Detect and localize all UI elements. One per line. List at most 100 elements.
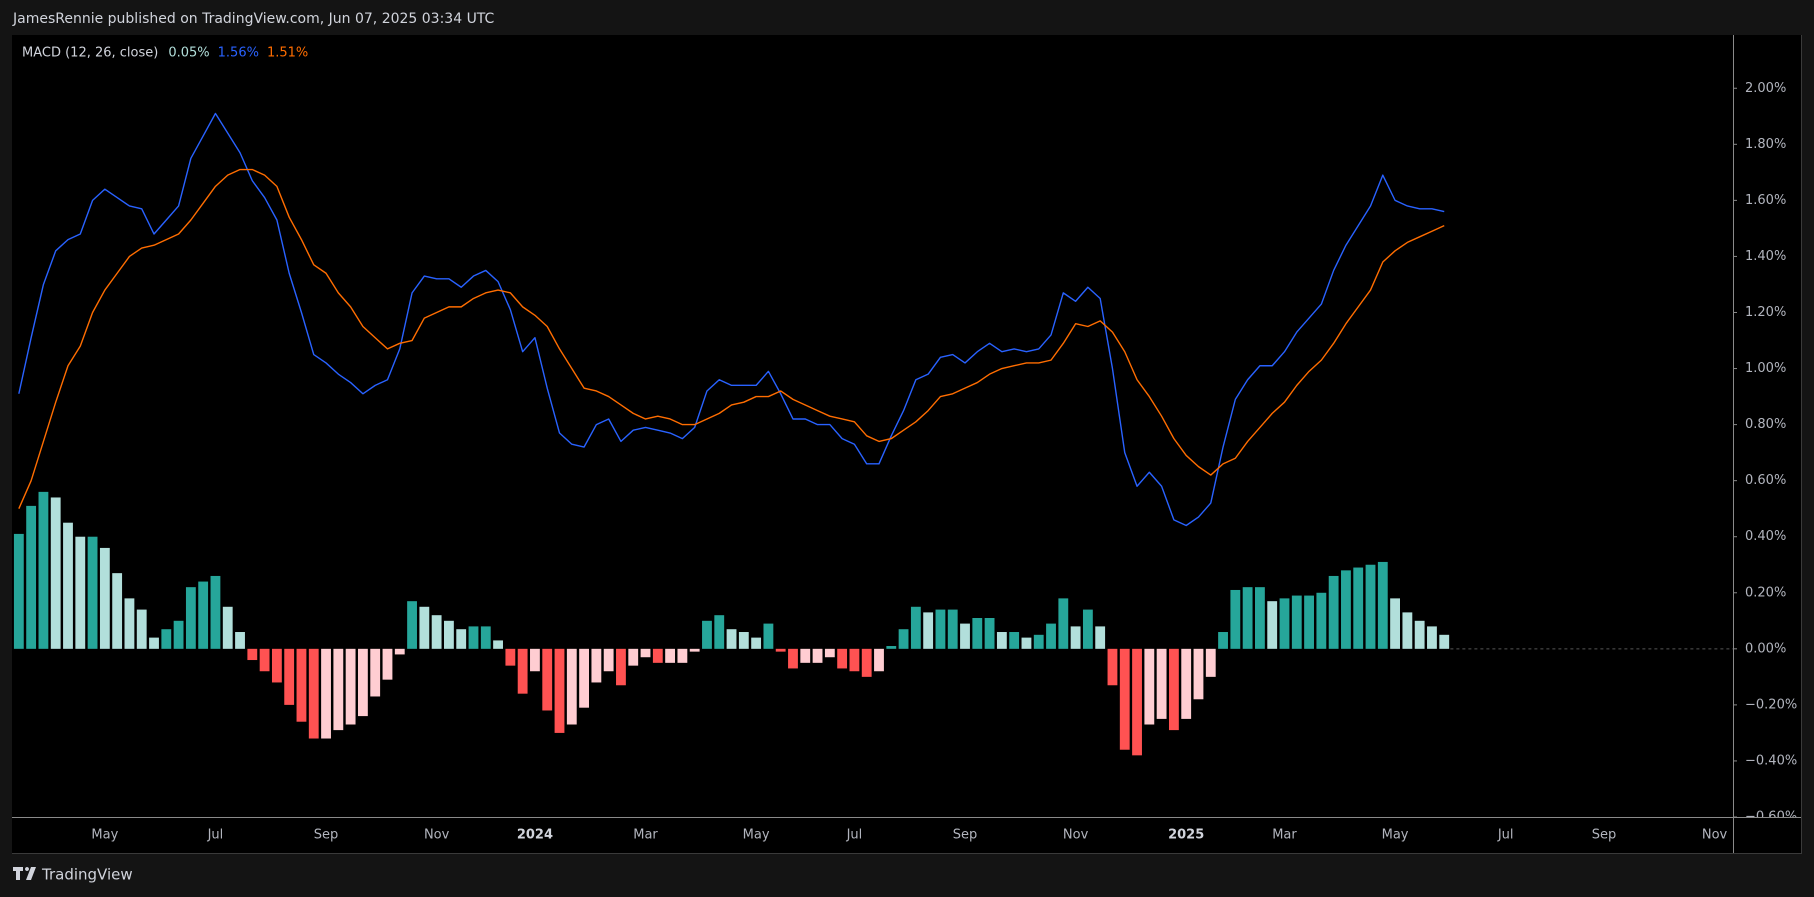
- histogram-bar: [689, 648, 700, 652]
- y-tick-label: 0.20%: [1745, 585, 1786, 600]
- histogram-bar: [1132, 648, 1142, 756]
- histogram-bar: [333, 648, 344, 731]
- histogram-bar: [75, 536, 86, 649]
- x-tick-label: Nov: [1063, 828, 1089, 843]
- histogram-bar: [517, 648, 528, 694]
- y-tick-label: −0.20%: [1745, 697, 1797, 712]
- histogram-bar: [1291, 595, 1302, 649]
- y-tick-label: 1.80%: [1745, 137, 1786, 152]
- chart-area: [12, 35, 1802, 853]
- histogram-bar: [468, 626, 479, 649]
- y-tick-label: 0.80%: [1745, 417, 1786, 432]
- histogram-bar: [603, 648, 614, 672]
- histogram-bar: [1046, 623, 1056, 649]
- histogram-bar: [247, 648, 258, 661]
- histogram-bar: [259, 648, 270, 672]
- histogram-bar: [726, 629, 737, 649]
- histogram-bar: [1181, 648, 1192, 719]
- histogram-bar: [1267, 601, 1278, 649]
- histogram-bar: [419, 606, 430, 649]
- legend-value: 0.05%: [168, 46, 209, 61]
- histogram-bar: [1021, 637, 1032, 649]
- y-tick-label: 0.40%: [1745, 529, 1786, 544]
- histogram-bar: [935, 609, 946, 649]
- histogram-bar: [87, 536, 98, 649]
- histogram-bar: [1070, 626, 1081, 649]
- histogram-bar: [13, 533, 24, 649]
- histogram-bar: [640, 648, 651, 658]
- histogram: [13, 491, 1450, 756]
- histogram-bar: [394, 648, 405, 655]
- x-tick-label: Nov: [1702, 828, 1728, 843]
- histogram-bar: [677, 648, 688, 663]
- histogram-bar: [345, 648, 356, 725]
- histogram-bar: [1304, 595, 1314, 649]
- logo: [13, 867, 36, 880]
- x-tick-label: Jul: [846, 828, 863, 843]
- histogram-bar: [321, 648, 331, 739]
- histogram-bar: [38, 491, 49, 649]
- histogram-bar: [1353, 567, 1364, 649]
- histogram-bar: [185, 587, 196, 649]
- histogram-bar: [480, 626, 491, 649]
- x-tick-label: Mar: [633, 828, 658, 843]
- y-tick-label: 1.40%: [1745, 249, 1786, 264]
- histogram-bar: [1082, 609, 1093, 649]
- histogram-bar: [775, 648, 786, 652]
- histogram-bar: [271, 648, 282, 683]
- histogram-bar: [554, 648, 565, 733]
- x-tick-label: Sep: [1592, 828, 1617, 843]
- histogram-bar: [824, 648, 835, 658]
- histogram-bar: [308, 648, 319, 739]
- histogram-bar: [63, 522, 73, 649]
- histogram-bar: [357, 648, 368, 717]
- histogram-bar: [910, 606, 921, 649]
- x-tick-label: May: [91, 828, 118, 843]
- histogram-bar: [800, 648, 811, 663]
- histogram-bar: [1439, 634, 1450, 649]
- histogram-bar: [849, 648, 860, 672]
- histogram-bar: [112, 573, 123, 649]
- histogram-bar: [579, 648, 590, 708]
- histogram-bar: [1218, 632, 1228, 649]
- histogram-bar: [972, 617, 983, 649]
- histogram-bar: [235, 632, 245, 649]
- histogram-bar: [505, 648, 516, 666]
- histogram-bar: [1427, 626, 1437, 649]
- x-tick-label: Mar: [1272, 828, 1297, 843]
- histogram-bar: [198, 581, 209, 649]
- histogram-bar: [837, 648, 848, 669]
- y-tick-label: 1.60%: [1745, 193, 1786, 208]
- y-tick-label: 1.20%: [1745, 305, 1786, 320]
- histogram-bar: [431, 615, 442, 649]
- histogram-bar: [1255, 587, 1265, 649]
- histogram-bar: [493, 640, 503, 649]
- histogram-bar: [124, 598, 135, 649]
- histogram-bar: [812, 648, 823, 663]
- histogram-bar: [1095, 626, 1106, 649]
- histogram-bar: [984, 617, 995, 649]
- x-tick-label: Nov: [424, 828, 450, 843]
- macd-line: [18, 112, 1445, 527]
- histogram-bar: [1316, 592, 1327, 649]
- histogram-bar: [702, 620, 712, 649]
- histogram-bar: [1402, 612, 1413, 649]
- histogram-bar: [923, 612, 934, 649]
- y-tick-label: 1.00%: [1745, 361, 1786, 376]
- histogram-bar: [173, 620, 184, 649]
- publish-info: JamesRennie published on TradingView.com…: [12, 11, 495, 27]
- histogram-bar: [1033, 634, 1044, 649]
- histogram-bar: [960, 623, 970, 649]
- legend-value: 1.56%: [218, 46, 259, 61]
- histogram-bar: [136, 609, 147, 649]
- price-axis: −0.60% −0.40% −0.20% 0.00% 0.20% 0.40% 0.60% 0.…: [1734, 81, 1797, 817]
- x-tick-label: 2024: [517, 828, 553, 843]
- y-tick-label: 0.00%: [1745, 641, 1786, 656]
- histogram-bar: [1377, 561, 1388, 649]
- x-tick-label: Sep: [314, 828, 339, 843]
- histogram-bar: [628, 648, 639, 666]
- histogram-bar: [616, 648, 626, 686]
- histogram-bar: [530, 648, 540, 672]
- histogram-bar: [1328, 575, 1339, 649]
- histogram-bar: [861, 648, 872, 677]
